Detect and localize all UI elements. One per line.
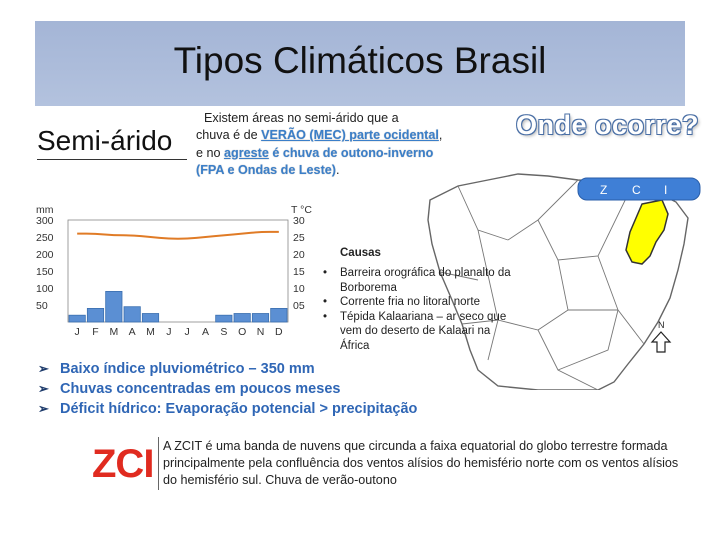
arrow-bullet-icon: ➢ [38,381,49,396]
precipitation-bar [68,314,86,323]
key-point-text: Baixo índice pluviométrico – 350 mm [60,361,315,377]
intro-line-4-a: (FPA e Ondas de Leste) [196,163,336,178]
key-point: ➢ Chuvas concentradas em poucos meses [38,379,417,399]
region-heading: Semi-árido [37,125,173,156]
key-points-list: ➢ Baixo índice pluviométrico – 350 mm ➢ Ch… [38,359,417,419]
climogram-chart: mm T °C 300 250 200 150 100 50 30 25 20 15 10 05 J… [36,204,312,338]
intro-line-4-c: . [335,163,340,178]
intro-line-3-c: é chuva de outono-inverno [268,145,434,160]
month-label: S [220,326,227,338]
precipitation-bar [215,314,233,323]
right-tick-label: 25 [293,232,305,244]
month-label: D [275,326,283,338]
intro-line-2-a: chuva é de [196,128,262,143]
key-point: ➢ Déficit hídrico: Evaporação potencial >… [38,399,417,419]
month-label: O [238,326,246,338]
month-label: A [202,326,209,338]
zcit-label: ZCI [92,442,154,486]
precipitation-bar [141,313,160,323]
right-tick-label: 20 [293,249,305,261]
temperature-line [77,230,279,240]
cause-item: Barreira orográfica do planalto da Borbo… [322,266,522,295]
intro-line-2: chuva é de VERÃO (MEC) parte ocidental, [196,128,442,142]
month-label: J [185,326,190,338]
precipitation-bar [270,308,288,323]
right-tick-label: 30 [293,215,305,227]
left-tick-label: 250 [36,232,54,244]
semiarid-region [625,199,669,265]
right-tick-label: 05 [293,300,305,312]
intro-line-1: Existem áreas no semi-árido que a [204,111,399,125]
month-label: A [129,326,136,338]
intro-text: Existem áreas no semi-árido que a chuva … [196,110,496,180]
key-point: ➢ Baixo índice pluviométrico – 350 mm [38,359,417,379]
precipitation-bar [251,313,270,323]
precipitation-bar [86,308,105,323]
left-tick-label: 100 [36,283,54,295]
arrow-bullet-icon: ➢ [38,361,49,376]
zcit-divider [158,437,159,490]
left-axis-ticks: 300 250 200 150 100 50 [36,215,54,312]
zcit-legend-c: C [632,183,641,197]
cause-item: Tépida Kalaariana – ar seco que vem do d… [322,310,522,354]
right-axis-ticks: 30 25 20 15 10 05 [293,215,305,312]
precipitation-bar [123,306,141,323]
intro-line-2-c: , [438,128,443,143]
left-tick-label: 50 [36,300,48,312]
month-label: J [75,326,80,338]
intro-line-3: e no agreste é chuva de outono-inverno [196,146,433,160]
title-band [35,21,685,106]
region-underline [37,159,187,160]
cause-item: Corrente fria no litoral norte [322,295,522,310]
month-label: F [92,326,98,338]
left-tick-label: 300 [36,215,54,227]
month-label: M [146,326,155,338]
causes-title: Causas [340,247,381,259]
key-point-text: Chuvas concentradas em poucos meses [60,381,341,397]
zcit-legend-z: Z [600,183,607,197]
key-point-text: Déficit hídrico: Evaporação potencial > … [60,401,418,417]
arrow-bullet-icon: ➢ [38,401,49,416]
intro-agreste-highlight: agreste [224,145,269,160]
left-axis-label: mm [36,204,54,216]
zcit-legend-i: I [664,183,667,197]
intro-line-3-a: e no [196,145,225,160]
causes-list: Barreira orográfica do planalto da Borbo… [322,266,522,353]
precipitation-bar [105,291,123,323]
right-tick-label: 10 [293,283,305,295]
intro-line-4: (FPA e Ondas de Leste). [196,163,339,177]
plot-frame [67,219,289,323]
left-tick-label: 150 [36,266,54,278]
zcit-band [577,177,701,201]
month-label: M [109,326,118,338]
left-tick-label: 200 [36,249,54,261]
intro-summer-highlight: VERÃO (MEC) parte ocidental [261,128,439,143]
precipitation-bar [233,313,251,323]
month-label: J [166,326,171,338]
right-tick-label: 15 [293,266,305,278]
right-axis-label: T °C [291,204,312,216]
slide-title: Tipos Climáticos Brasil [173,40,547,81]
north-label: N [658,320,665,330]
north-arrow-icon [650,331,672,353]
precipitation-bars [68,291,288,323]
month-label: N [257,326,265,338]
where-heading: Onde ocorre? [516,110,700,140]
zcit-description: A ZCIT é uma banda de nuvens que circund… [163,439,679,487]
